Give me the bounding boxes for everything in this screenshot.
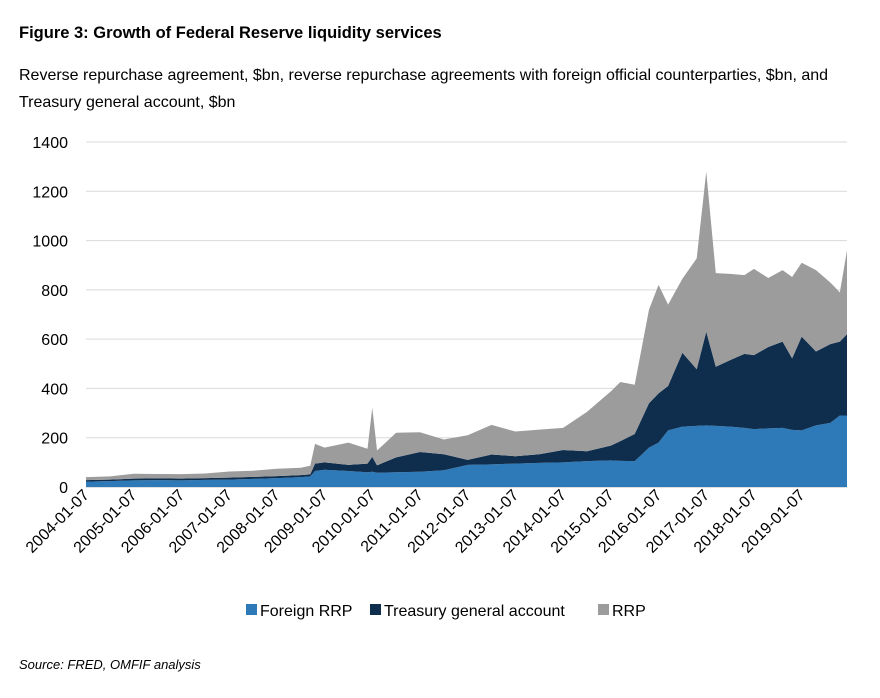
y-tick-label: 1200: [32, 184, 68, 201]
y-tick-label: 1000: [32, 234, 68, 251]
area-series: [86, 171, 847, 487]
y-tick-label: 200: [41, 431, 68, 448]
y-tick-label: 1400: [32, 135, 68, 152]
area-rrp: [86, 171, 847, 481]
y-tick-label: 0: [59, 480, 68, 497]
chart-subtitle: Reverse repurchase agreement, $bn, rever…: [19, 67, 829, 111]
area-foreign-rrp: [86, 415, 847, 487]
legend-swatch: [370, 604, 381, 615]
stacked-area-chart: 0 200 400 600 800 1000 1200 1400 2004-01-072005…: [23, 135, 847, 620]
legend-swatch: [598, 604, 609, 615]
source-note: Source: FRED, OMFIF analysis: [19, 657, 201, 672]
y-tick-label: 400: [41, 381, 68, 398]
legend-label: Treasury general account: [384, 603, 565, 620]
legend-label: RRP: [612, 603, 646, 620]
legend-swatch: [246, 604, 257, 615]
y-tick-label: 600: [41, 332, 68, 349]
x-axis-labels: 2004-01-072005-01-072006-01-072007-01-07…: [23, 487, 809, 557]
area-treasury-general-account: [86, 331, 847, 482]
y-axis-labels: 0 200 400 600 800 1000 1200 1400: [32, 135, 68, 497]
chart-title: Figure 3: Growth of Federal Reserve liqu…: [19, 24, 442, 42]
legend: Foreign RRP Treasury general account RRP: [246, 603, 646, 620]
legend-label: Foreign RRP: [260, 603, 352, 620]
y-tick-label: 800: [41, 283, 68, 300]
